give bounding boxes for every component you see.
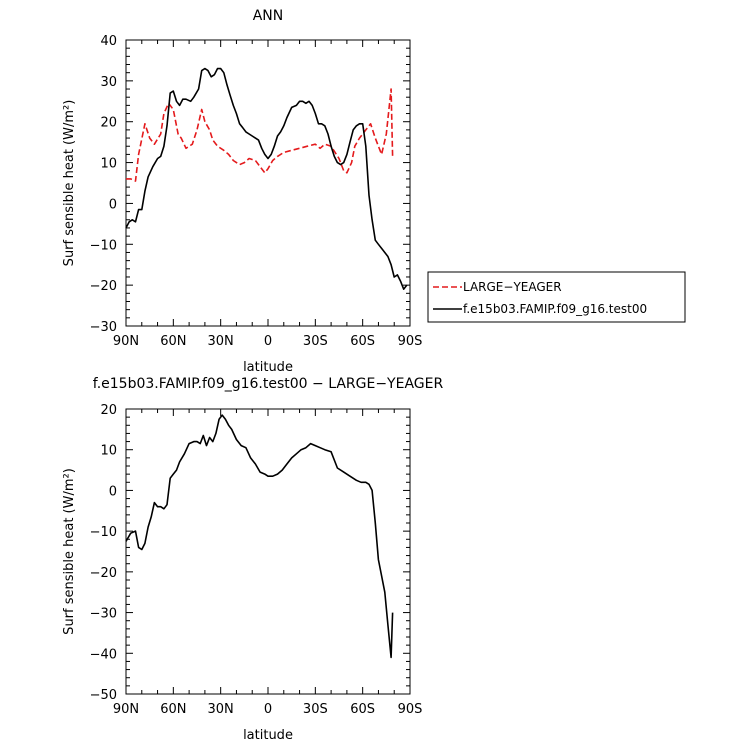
y-tick-label: −20 <box>90 566 117 581</box>
x-tick-label: 90N <box>113 702 139 717</box>
x-tick-label: 60N <box>160 702 186 717</box>
x-tick-label: 30S <box>303 334 328 349</box>
chart-title: ANN <box>253 8 284 24</box>
series-line-1 <box>125 414 394 659</box>
y-tick-label: 40 <box>100 34 117 49</box>
y-tick-label: −10 <box>90 525 117 540</box>
chart-panel-1: 90N 60N 30N 0 30S 60S 90S −30 −20 −10 0 10 20 30 40 ANN… <box>62 8 686 375</box>
legend: LARGE−YEAGER f.e15b03.FAMIP.f09_g16.test0… <box>427 271 686 323</box>
y-tick-label: −30 <box>90 607 117 622</box>
y-tick-label: 20 <box>100 403 117 418</box>
x-tick-label: 0 <box>264 334 272 349</box>
x-tick-label: 60S <box>350 334 375 349</box>
series-line-2 <box>125 67 408 291</box>
x-axis-label: latitude <box>243 360 293 375</box>
y-tick-label: −50 <box>90 688 117 703</box>
x-tick-label: 90S <box>398 334 423 349</box>
x-tick-label: 60N <box>160 334 186 349</box>
y-tick-label: −30 <box>90 320 117 335</box>
x-tick-label: 30N <box>208 334 234 349</box>
y-axis-label: Surf sensible heat (W/m²) <box>62 468 77 635</box>
legend-label-1: LARGE−YEAGER <box>463 280 562 294</box>
x-tick-label: 60S <box>350 702 375 717</box>
y-tick-label: 20 <box>100 116 117 131</box>
x-tick-label: 90N <box>113 334 139 349</box>
series-line-1 <box>126 88 394 182</box>
x-axis-label: latitude <box>243 728 293 743</box>
chart-panel-2: 90N 60N 30N 0 30S 60S 90S −50 −40 −30 −20 −10 0 10 20 f… <box>62 376 443 743</box>
y-tick-label: 10 <box>100 444 117 459</box>
x-tick-label: 0 <box>264 702 272 717</box>
chart-title: f.e15b03.FAMIP.f09_g16.test00 − LARGE−YE… <box>93 376 444 392</box>
x-tick-label: 30S <box>303 702 328 717</box>
y-tick-label: 0 <box>109 197 117 212</box>
y-tick-label: −40 <box>90 647 117 662</box>
legend-box <box>427 271 686 323</box>
y-tick-label: −10 <box>90 238 117 253</box>
y-axis-label: Surf sensible heat (W/m²) <box>62 100 77 267</box>
plot-frame <box>125 408 411 695</box>
x-tick-label: 90S <box>398 702 423 717</box>
x-tick-label: 30N <box>208 702 234 717</box>
legend-label-2: f.e15b03.FAMIP.f09_g16.test00 <box>463 302 647 316</box>
y-tick-label: 0 <box>109 484 117 499</box>
y-tick-label: 10 <box>100 157 117 172</box>
y-tick-label: 30 <box>100 75 117 90</box>
y-tick-label: −20 <box>90 279 117 294</box>
